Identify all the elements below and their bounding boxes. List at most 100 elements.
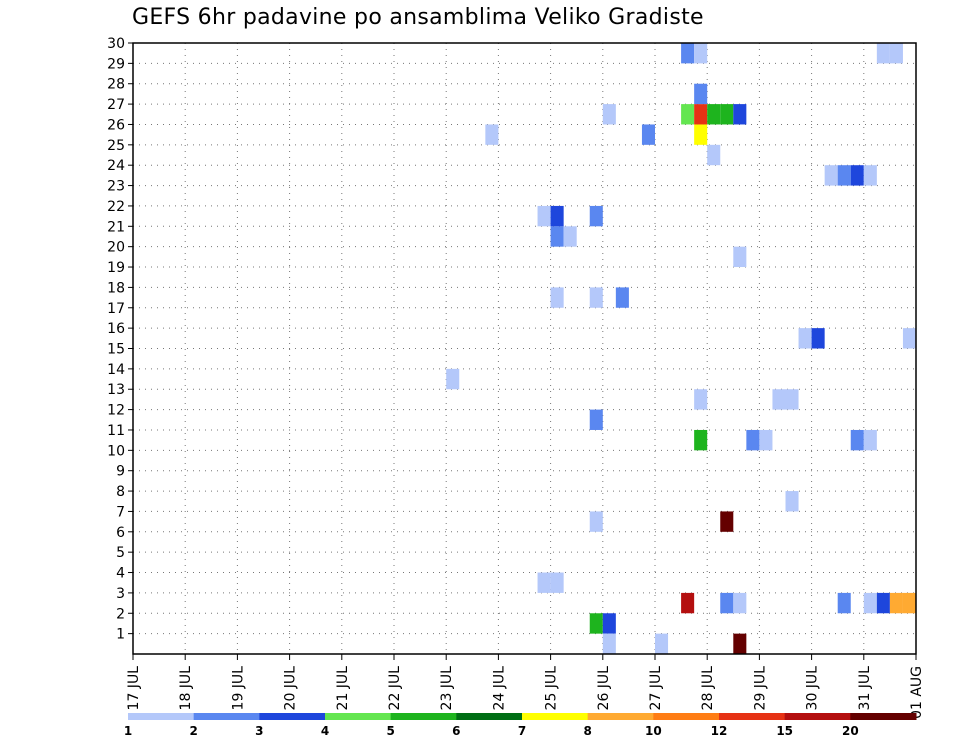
- heatmap-cell: [733, 592, 747, 614]
- colorbar-swatch: [456, 713, 523, 720]
- colorbar-label: 3: [255, 724, 263, 738]
- colorbar-label: 1: [124, 724, 132, 738]
- heatmap-cell: [602, 633, 616, 654]
- y-tick-label: 17: [107, 301, 125, 317]
- heatmap-cell: [589, 409, 603, 430]
- heatmap-cell: [785, 389, 799, 410]
- y-tick-label: 11: [107, 423, 125, 439]
- heatmap-cell: [550, 287, 564, 308]
- colorbar-label: 2: [189, 724, 197, 738]
- y-tick-label: 18: [107, 280, 125, 296]
- x-tick-label: 31 JUL: [857, 666, 873, 711]
- x-tick-label: 23 JUL: [439, 666, 455, 711]
- heatmap-cell: [876, 592, 890, 614]
- x-tick-label: 01 AUG: [909, 666, 925, 719]
- heatmap-cell: [694, 389, 708, 410]
- y-tick-label: 3: [116, 586, 125, 602]
- heatmap-cell: [602, 104, 616, 125]
- heatmap-cell: [446, 368, 460, 390]
- heatmap-cell: [550, 205, 564, 227]
- heatmap-cell: [902, 328, 916, 349]
- heatmap-cell: [707, 144, 721, 166]
- y-tick-label: 1: [116, 627, 125, 643]
- heatmap-cell: [694, 43, 708, 64]
- colorbar-label: 12: [711, 724, 728, 738]
- y-tick-label: 12: [107, 403, 125, 419]
- colorbar-swatch: [522, 713, 589, 720]
- x-tick-label: 22 JUL: [387, 666, 403, 711]
- heatmap-cell: [772, 389, 786, 410]
- colorbar-swatch: [850, 713, 917, 720]
- y-tick-label: 7: [116, 504, 125, 520]
- heatmap-cell: [889, 43, 903, 64]
- x-tick-label: 21 JUL: [335, 666, 351, 711]
- heatmap-cell: [811, 328, 825, 349]
- heatmap-cell: [694, 429, 708, 451]
- x-tick-label: 25 JUL: [544, 666, 560, 711]
- heatmap-cell: [785, 491, 799, 512]
- x-tick-label: 19 JUL: [230, 666, 246, 711]
- colorbar-swatch: [390, 713, 457, 720]
- y-tick-label: 15: [107, 342, 125, 358]
- heatmap-cell: [641, 124, 655, 145]
- y-tick-label: 6: [116, 525, 125, 541]
- y-tick-label: 25: [107, 138, 125, 154]
- heatmap-cell: [550, 226, 564, 247]
- heatmap-cell: [850, 165, 864, 186]
- y-tick-label: 21: [107, 219, 125, 235]
- colorbar-label: 6: [452, 724, 460, 738]
- y-tick-label: 30: [107, 36, 125, 52]
- colorbar-label: 20: [842, 724, 859, 738]
- colorbar-label: 10: [645, 724, 662, 738]
- heatmap-cell: [863, 429, 877, 451]
- x-tick-label: 24 JUL: [491, 666, 507, 711]
- heatmap-cell: [550, 572, 564, 593]
- heatmap-cell: [902, 592, 916, 614]
- heatmap-cell: [485, 124, 499, 145]
- colorbar-swatch: [325, 713, 392, 720]
- heatmap-cell: [876, 43, 890, 64]
- colorbar-label: 5: [386, 724, 394, 738]
- heatmap-cell: [589, 511, 603, 532]
- heatmap-cell: [563, 226, 577, 247]
- y-tick-label: 16: [107, 321, 125, 337]
- x-tick-label: 18 JUL: [178, 666, 194, 711]
- colorbar-swatch: [193, 713, 260, 720]
- x-tick-label: 26 JUL: [596, 666, 612, 711]
- heatmap-cell: [733, 104, 747, 125]
- colorbar-label: 15: [776, 724, 793, 738]
- y-tick-label: 24: [107, 158, 125, 174]
- y-tick-label: 19: [107, 260, 125, 276]
- y-tick-label: 23: [107, 179, 125, 195]
- colorbar-label: 7: [518, 724, 526, 738]
- colorbar-swatch: [784, 713, 851, 720]
- y-tick-label: 27: [107, 97, 125, 113]
- x-tick-label: 20 JUL: [283, 666, 299, 711]
- heatmap-cell: [537, 572, 551, 593]
- y-tick-label: 14: [107, 362, 125, 378]
- heatmap-cell: [655, 633, 669, 654]
- heatmap-cell: [798, 328, 812, 349]
- y-tick-label: 8: [116, 484, 125, 500]
- heatmap-cell: [694, 83, 708, 105]
- y-tick-label: 4: [116, 566, 125, 582]
- x-tick-label: 29 JUL: [752, 666, 768, 711]
- heatmap-cell: [694, 124, 708, 145]
- heatmap-cell: [707, 104, 721, 125]
- heatmap-cell: [615, 287, 629, 308]
- heatmap-cell: [694, 104, 708, 125]
- colorbar-label: 8: [583, 724, 591, 738]
- heatmap-cell: [746, 429, 760, 451]
- y-tick-label: 26: [107, 117, 125, 133]
- heatmap-cell: [837, 592, 851, 614]
- y-tick-label: 2: [116, 606, 125, 622]
- heatmap-cell: [863, 165, 877, 186]
- heatmap-cell: [681, 104, 695, 125]
- heatmap-cell: [602, 613, 616, 634]
- heatmap-cell: [681, 43, 695, 64]
- heatmap-cell: [589, 613, 603, 634]
- colorbar-label: 4: [321, 724, 329, 738]
- heatmap-cell: [863, 592, 877, 614]
- heatmap-cell: [837, 165, 851, 186]
